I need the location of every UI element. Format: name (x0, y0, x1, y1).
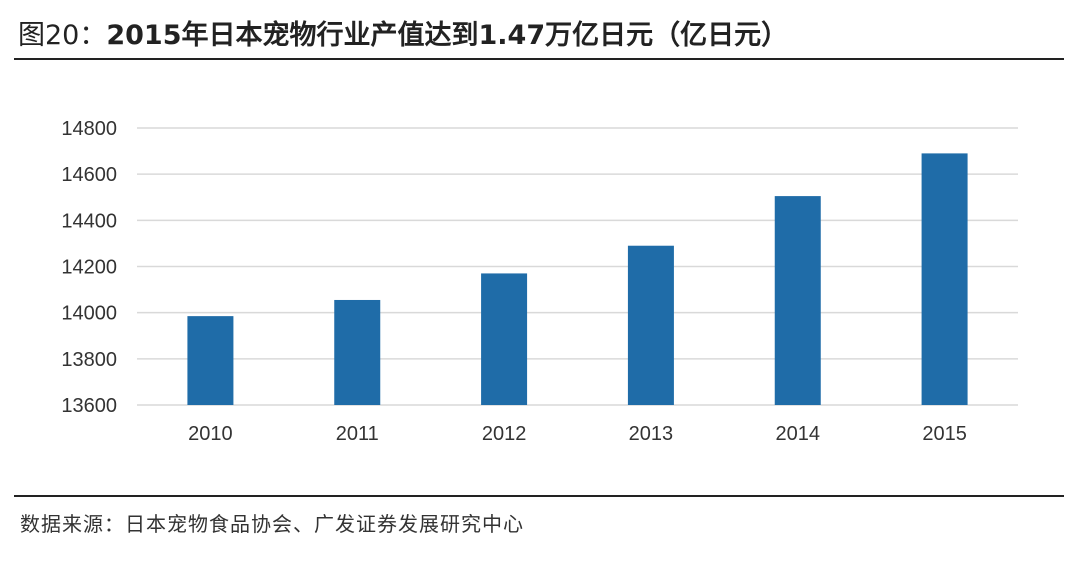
figure-label: 图20： (18, 19, 107, 51)
bar-2010 (187, 316, 234, 405)
x-tick-label: 2011 (336, 423, 379, 445)
bar-2011 (334, 299, 381, 405)
figure-title: 图20： 2015年日本宠物行业产值达到1.47万亿日元（亿日元） (18, 10, 1062, 54)
chart-title: 2015年日本宠物行业产值达到1.47万亿日元（亿日元） (106, 19, 789, 51)
x-tick-label: 2013 (629, 423, 674, 445)
y-tick-label: 14400 (61, 210, 117, 232)
x-tick-label: 2014 (776, 423, 821, 445)
title-rule (14, 58, 1064, 60)
y-tick-label: 14600 (61, 164, 117, 186)
bar-2014 (774, 196, 821, 405)
bar-chart: 13600 13800 14000 14200 14400 14600 14800 2010 2… (61, 118, 1018, 445)
x-tick-label: 2015 (922, 423, 967, 445)
source-note: 数据来源：日本宠物食品协会、广发证券发展研究中心 (20, 512, 524, 536)
y-tick-label: 13600 (61, 395, 117, 417)
y-tick-label: 14200 (61, 257, 117, 279)
y-tick-label: 14000 (61, 303, 117, 325)
x-tick-label: 2010 (188, 423, 233, 445)
y-tick-label: 14800 (61, 118, 117, 140)
footer-rule (14, 495, 1064, 497)
x-tick-label: 2012 (482, 423, 527, 445)
y-tick-label: 13800 (61, 349, 117, 371)
bar-2013 (627, 245, 674, 405)
bar-2015 (921, 153, 968, 405)
bar-2012 (481, 273, 528, 405)
